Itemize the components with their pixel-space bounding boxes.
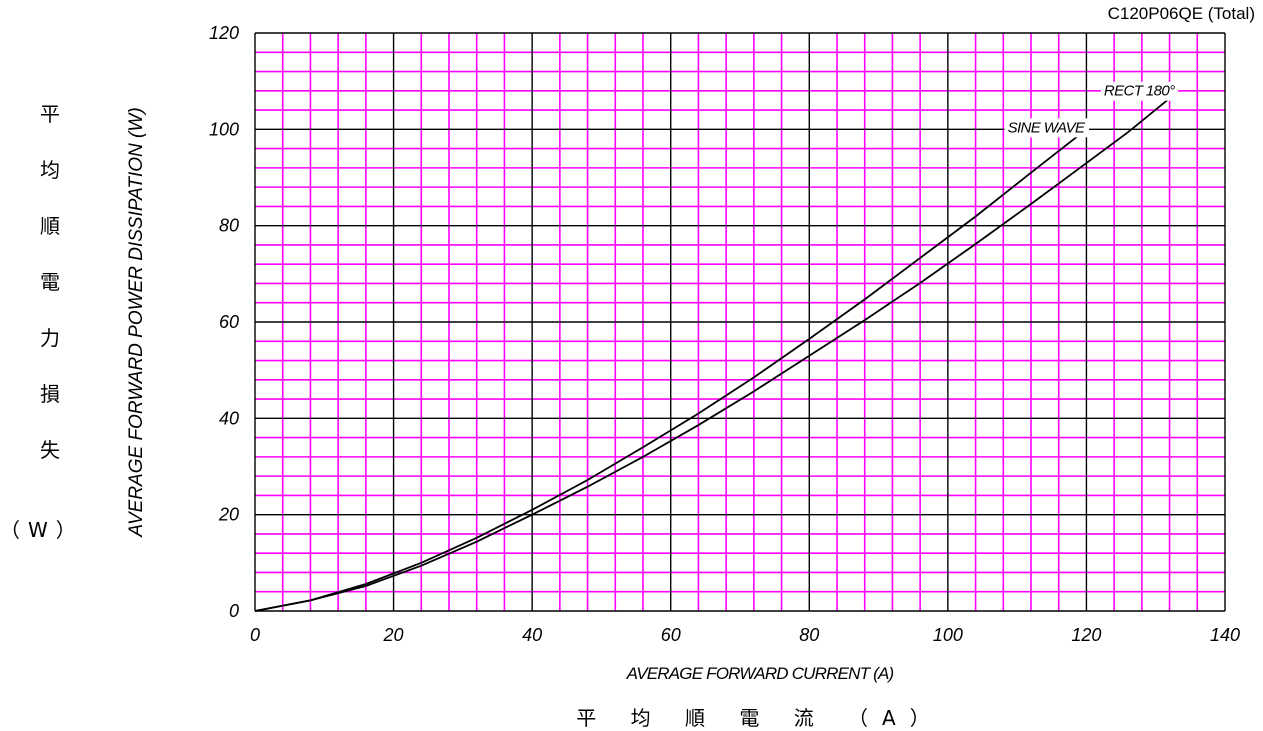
y-tick-label: 100 <box>209 119 239 139</box>
annotation-background <box>1004 118 1090 138</box>
annotation-background <box>1100 81 1179 101</box>
x-tick-label: 140 <box>1210 625 1240 645</box>
x-tick-label: 20 <box>383 625 404 645</box>
sine-wave-curve <box>254 128 1087 612</box>
y-cjk-char: 損 <box>40 382 60 406</box>
y-cjk-char: 電 <box>40 270 60 294</box>
rect-180-curve <box>254 92 1178 612</box>
chart-title: C120P06QE (Total) <box>1107 4 1255 23</box>
x-axis-title-cjk: 平 均 順 電 流 （A） <box>576 706 944 730</box>
y-cjk-char: 力 <box>40 326 60 350</box>
y-cjk-char: 失 <box>40 438 60 462</box>
sine-wave-label: SINE WAVE <box>1008 119 1086 136</box>
curves <box>254 92 1178 612</box>
x-axis-title: AVERAGE FORWARD CURRENT (A) <box>626 664 895 683</box>
y-cjk-char: 均 <box>40 158 60 182</box>
x-tick-label: 60 <box>661 625 681 645</box>
x-tick-label: 80 <box>799 625 819 645</box>
y-tick-label: 60 <box>219 312 239 332</box>
y-tick-label: 120 <box>209 23 239 43</box>
y-tick-label: 0 <box>229 601 239 621</box>
y-axis-unit-cjk: （W） <box>0 518 84 542</box>
rect-180-label: RECT 180° <box>1104 83 1175 100</box>
tick-labels: 0 20 40 60 80 100 120 140 0 20 40 60 80 100 120 <box>209 23 1240 645</box>
grid <box>254 32 1226 612</box>
x-tick-label: 120 <box>1071 625 1101 645</box>
y-axis-title-cjk: 平 均 順 電 力 損 失 <box>30 86 70 478</box>
x-tick-label: 100 <box>933 625 963 645</box>
y-axis-title: AVERAGE FORWARD POWER DISSIPATION (W) <box>126 107 147 537</box>
y-tick-label: 40 <box>219 408 239 428</box>
y-cjk-char: 順 <box>40 214 60 238</box>
x-tick-label: 0 <box>250 625 260 645</box>
annotations: SINE WAVE RECT 180° <box>1004 81 1179 138</box>
x-tick-label: 40 <box>522 625 542 645</box>
y-tick-label: 80 <box>219 216 239 236</box>
y-cjk-char: 平 <box>40 102 60 126</box>
y-tick-label: 20 <box>218 505 239 525</box>
